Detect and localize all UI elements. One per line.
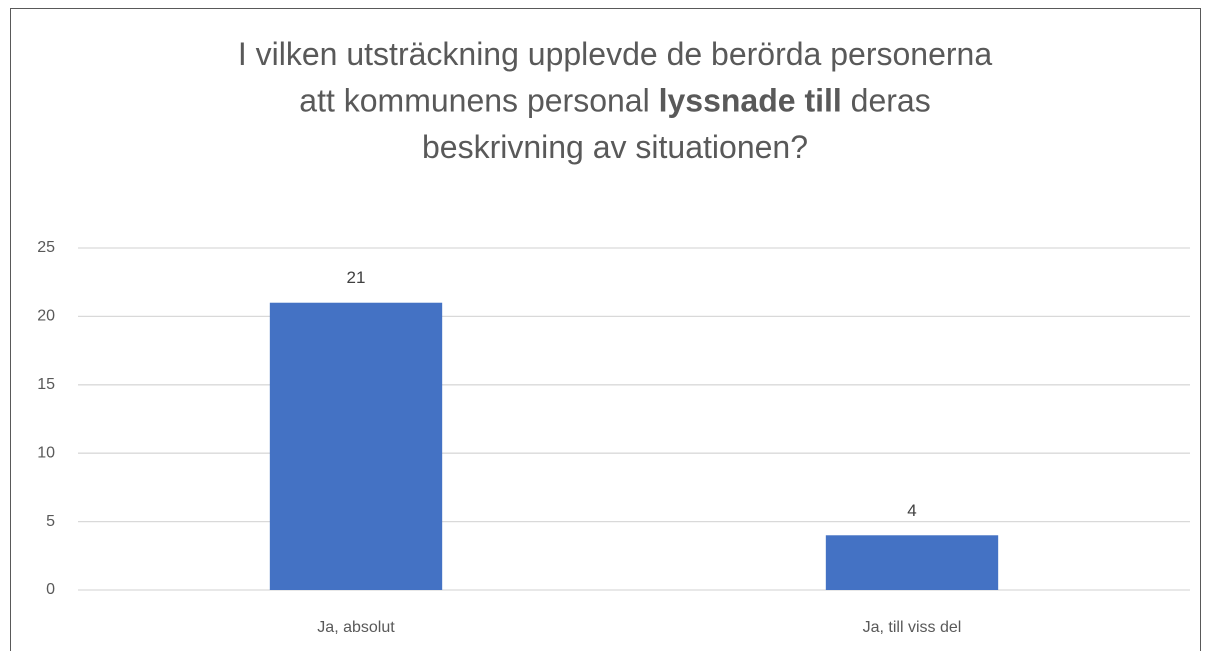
- y-tick-label: 10: [37, 444, 55, 461]
- title-run: beskrivning av situationen?: [422, 129, 808, 165]
- x-tick-label: Ja, till viss del: [863, 619, 962, 636]
- x-tick-label: Ja, absolut: [317, 619, 395, 636]
- y-tick-label: 20: [37, 308, 55, 325]
- chart-title-line: att kommunens personal lyssnade till der…: [299, 83, 930, 119]
- bar: [269, 302, 443, 590]
- chart-title-line: I vilken utsträckning upplevde de berörd…: [238, 36, 992, 72]
- title-run: lyssnade till: [659, 83, 842, 119]
- y-tick-label: 25: [37, 239, 55, 256]
- y-tick-label: 0: [46, 581, 55, 598]
- y-tick-label: 15: [37, 376, 55, 393]
- title-run: att kommunens personal: [299, 83, 658, 119]
- chart-border: [10, 8, 1201, 651]
- title-run: I vilken utsträckning upplevde de berörd…: [238, 36, 992, 72]
- y-tick-label: 5: [46, 513, 55, 530]
- title-run: deras: [842, 83, 931, 119]
- data-label: 21: [347, 268, 366, 287]
- chart-title-line: beskrivning av situationen?: [422, 129, 808, 165]
- data-label: 4: [907, 501, 916, 520]
- bar: [825, 535, 999, 590]
